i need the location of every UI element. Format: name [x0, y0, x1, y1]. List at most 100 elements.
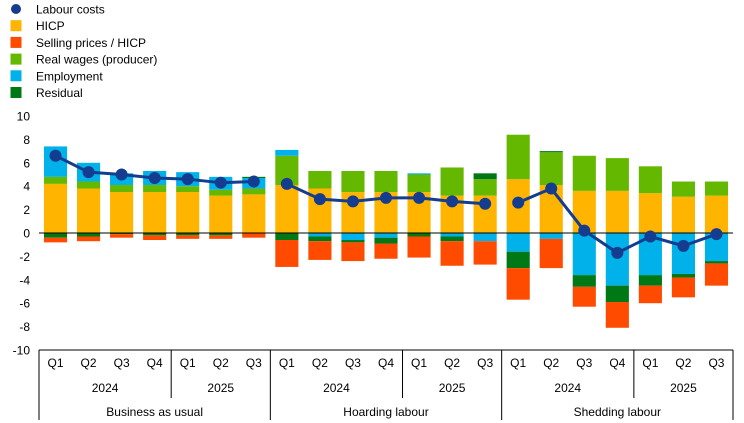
bar-selling_prices	[671, 277, 695, 298]
labour-costs-point	[49, 149, 62, 162]
x-quarter-label: Q3	[114, 356, 130, 370]
legend-swatch-selling_prices	[10, 36, 22, 48]
labour-costs-point	[214, 176, 227, 189]
bar-hicp	[176, 192, 200, 233]
bar-selling_prices	[473, 241, 497, 265]
bar-real_wages	[506, 134, 530, 180]
x-year-label: 2025	[670, 381, 697, 395]
bar-selling_prices	[143, 235, 167, 241]
y-tick-label: 10	[17, 110, 31, 124]
x-group-label: Hoarding labour	[343, 405, 428, 419]
y-tick-label: -4	[19, 273, 30, 287]
bar-residual	[407, 233, 431, 237]
bar-real_wages	[341, 170, 365, 193]
x-year-label: 2024	[554, 381, 581, 395]
labour-costs-point	[545, 182, 558, 195]
x-quarter-label: Q2	[675, 356, 691, 370]
bar-residual	[308, 236, 332, 242]
bar-real_wages	[110, 185, 134, 193]
x-quarter-label: Q4	[147, 356, 163, 370]
bar-employment	[704, 233, 729, 262]
bar-employment	[671, 233, 695, 274]
bar-employment	[539, 233, 563, 239]
bar-hicp	[704, 195, 729, 233]
bar-real_wages	[440, 167, 464, 196]
bar-real_wages	[275, 155, 299, 186]
bar-selling_prices	[77, 236, 101, 242]
labour-costs-point	[644, 230, 657, 243]
labour-costs-point	[181, 173, 194, 186]
bar-real_wages	[209, 189, 233, 196]
bar-residual	[473, 173, 497, 180]
bar-residual	[605, 285, 629, 303]
x-quarter-label: Q1	[279, 356, 295, 370]
bars	[43, 134, 729, 328]
bar-selling_prices	[209, 235, 233, 239]
bar-real_wages	[77, 181, 101, 189]
bar-selling_prices	[605, 302, 629, 328]
labour-costs-point	[677, 239, 690, 252]
x-quarter-label: Q4	[378, 356, 394, 370]
x-quarter-label: Q2	[213, 356, 229, 370]
legend-label-selling_prices: Selling prices / HICP	[36, 36, 146, 50]
labour-costs-point	[346, 195, 359, 208]
bar-selling_prices	[110, 234, 134, 238]
y-tick-label: -6	[19, 297, 30, 311]
bar-residual	[110, 233, 134, 235]
bar-employment	[374, 233, 398, 238]
x-quarter-label: Q2	[312, 356, 328, 370]
bar-residual	[539, 151, 563, 153]
y-tick-label: 0	[23, 227, 30, 241]
bar-employment	[275, 149, 299, 156]
bar-hicp	[275, 185, 299, 233]
bar-residual	[209, 233, 233, 236]
bar-hicp	[671, 196, 695, 233]
bar-real_wages	[671, 181, 695, 197]
x-quarter-label: Q3	[576, 356, 592, 370]
bar-selling_prices	[374, 243, 398, 259]
bar-selling_prices	[43, 237, 68, 243]
labour-costs-point	[710, 228, 723, 241]
bar-real_wages	[407, 174, 431, 193]
legend-label-residual: Residual	[36, 86, 83, 100]
bar-selling_prices	[308, 241, 332, 260]
bar-real_wages	[539, 152, 563, 186]
legend-label-real_wages: Real wages (producer)	[36, 53, 157, 67]
bar-real_wages	[704, 181, 729, 196]
labour-costs-point	[578, 224, 591, 237]
labour-costs-point	[82, 166, 95, 179]
labour-costs-point	[280, 177, 293, 190]
bar-hicp	[638, 193, 662, 233]
labour-costs-point	[148, 172, 161, 185]
x-quarter-label: Q3	[246, 356, 262, 370]
bar-hicp	[374, 192, 398, 233]
x-year-label: 2024	[323, 381, 350, 395]
legend-swatch-hicp	[10, 20, 22, 32]
y-tick-label: -2	[19, 250, 30, 264]
bar-residual	[374, 237, 398, 244]
x-quarter-label: Q2	[444, 356, 460, 370]
bar-hicp	[440, 195, 464, 233]
bar-employment	[506, 233, 530, 252]
labour-costs-point	[611, 246, 624, 259]
bar-employment	[605, 233, 629, 286]
y-tick-label: 2	[23, 203, 30, 217]
legend-label-employment: Employment	[36, 69, 103, 83]
bar-residual	[176, 233, 200, 236]
x-group-label: Business as usual	[106, 405, 203, 419]
x-year-label: 2025	[207, 381, 234, 395]
labour-costs-point	[115, 168, 128, 181]
bar-selling_prices	[275, 240, 299, 267]
bar-residual	[506, 251, 530, 269]
labour-costs-point	[413, 191, 426, 204]
x-quarter-label: Q4	[609, 356, 625, 370]
bar-employment	[407, 173, 431, 175]
x-quarter-label: Q1	[642, 356, 658, 370]
bar-residual	[143, 233, 167, 236]
x-year-label: 2024	[92, 381, 119, 395]
x-quarter-label: Q3	[708, 356, 724, 370]
bar-residual	[704, 261, 729, 264]
legend-swatch-employment	[10, 70, 22, 82]
bar-real_wages	[242, 188, 266, 195]
